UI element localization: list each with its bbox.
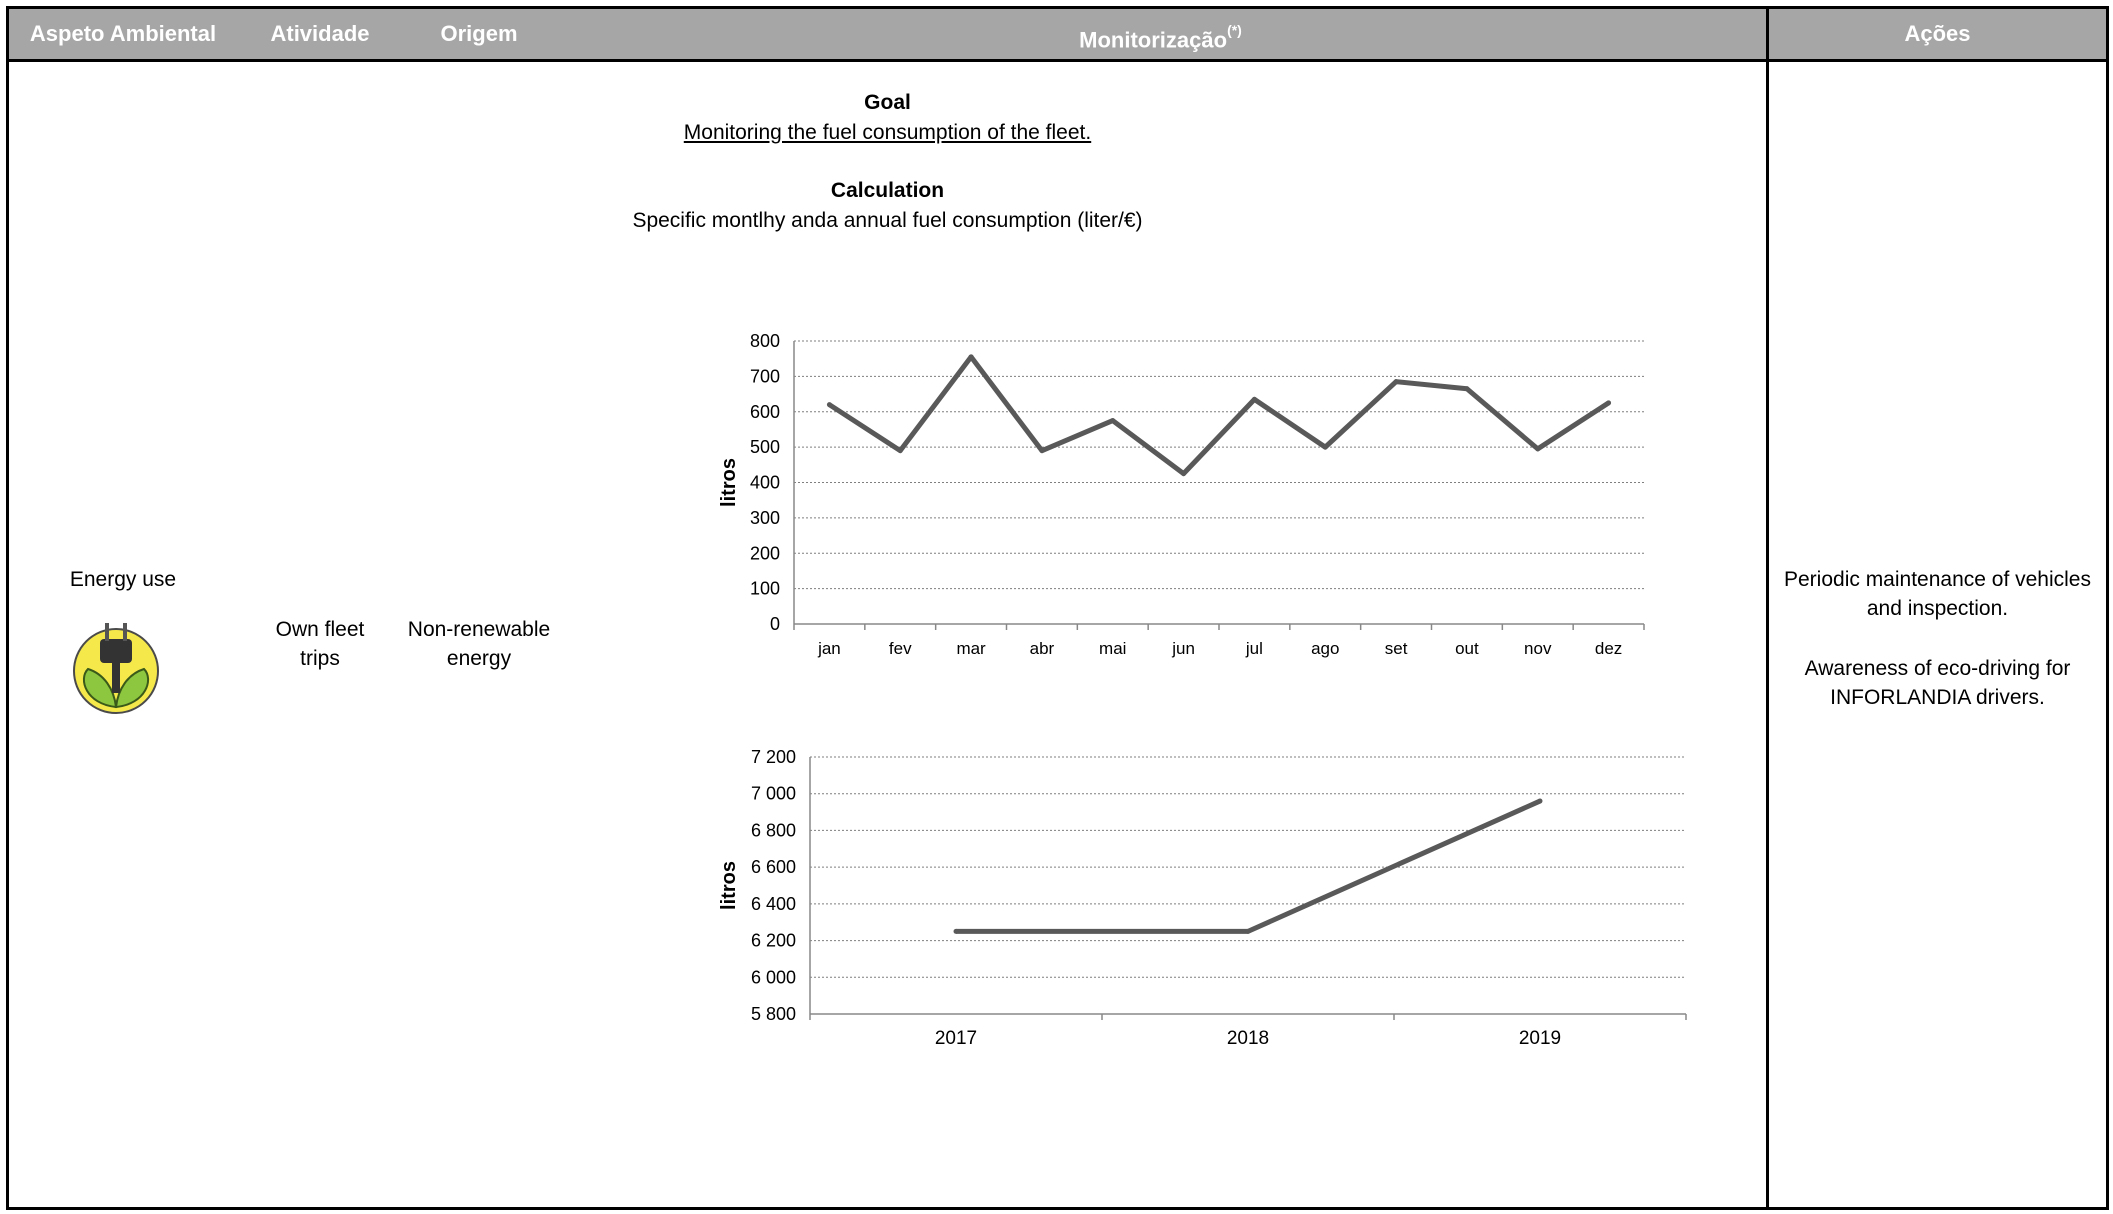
monthly-x-tick-label: ago [1311,639,1339,658]
activity-label: Own fleet trips [275,618,365,670]
monthly-x-tick-label: jul [1245,639,1263,658]
header-activity: Atividade [270,21,370,46]
monthly-fuel-chart: 0 100 200 300 400 500 600 700 800 jan fev mar abr mai… [718,331,1645,658]
annual-y-tick-label: 7 200 [751,747,796,767]
table-header: Aspeto Ambiental Atividade Origem Monito… [9,9,2106,62]
annual-x-tick-label: 2018 [1227,1028,1269,1049]
annual-y-tick-label: 6 600 [751,857,796,877]
annual-y-tick-label: 6 000 [751,967,796,987]
header-actions: Ações [1904,21,1971,46]
header-origin: Origem [440,21,518,46]
action-eco-driving: Awareness of eco-driving for INFORLANDIA… [1804,657,2071,709]
monthly-y-tick-label: 300 [750,508,780,528]
monthly-y-tick-label: 400 [750,473,780,493]
origin-label: Non-renewable energy [407,618,551,670]
action-maintenance: Periodic maintenance of vehicles and ins… [1783,568,2091,620]
annual-y-axis-label: litros [718,861,740,910]
monthly-data-point [968,354,974,360]
annual-data-point [1245,928,1251,934]
monthly-y-tick-label: 200 [750,543,780,563]
monthly-y-tick-label: 100 [750,579,780,599]
monthly-data-point [1606,400,1612,406]
annual-data-point [953,928,959,934]
annual-y-tick-label: 7 000 [751,784,796,804]
environment-table: Aspeto Ambiental Atividade Origem Monito… [6,6,2109,1210]
annual-x-tick-label: 2019 [1519,1028,1561,1049]
annual-y-tick-label: 6 800 [751,820,796,840]
monthly-x-tick-label: mar [956,639,986,658]
monthly-x-tick-label: out [1455,639,1479,658]
annual-y-tick-label: 6 400 [751,894,796,914]
monthly-data-point [1535,446,1541,452]
monthly-data-point [1181,471,1187,477]
monthly-data-point [1322,444,1328,450]
monthly-data-point [1464,386,1470,392]
goal-title: Goal [864,91,911,114]
aspect-label: Energy use [69,568,177,591]
plug-leaf-icon [66,619,166,719]
monthly-x-tick-label: nov [1524,639,1552,658]
column-divider [1766,9,1769,1207]
annual-fuel-chart: 5 800 6 000 6 200 6 400 6 600 6 800 7 000 7 200… [718,747,1687,1049]
monthly-y-tick-label: 600 [750,402,780,422]
monthly-data-point [1039,448,1045,454]
monthly-y-axis-label: litros [718,458,740,507]
header-monitoring-note: (*) [1227,22,1242,38]
header-monitoring-label: Monitorização [1079,27,1228,53]
monthly-y-tick-label: 800 [750,331,780,351]
monthly-x-tick-label: fev [889,639,912,658]
monthly-x-tick-label: mai [1099,639,1126,658]
annual-x-tick-label: 2017 [935,1028,977,1049]
header-aspect: Aspeto Ambiental [29,21,217,46]
calc-title: Calculation [830,179,945,202]
monthly-series-line [828,354,1610,477]
monthly-data-point [826,402,832,408]
monthly-x-tick-label: dez [1595,639,1622,658]
header-monitoring: Monitorização(*) [555,9,1766,59]
monthly-y-tick-label: 700 [750,366,780,386]
annual-data-point [1537,798,1543,804]
monthly-data-point [1110,418,1116,424]
monthly-y-tick-label: 0 [770,614,780,634]
annual-y-tick-label: 5 800 [751,1004,796,1024]
monthly-x-tick-label: jun [1171,639,1195,658]
monthly-x-tick-label: jan [817,639,841,658]
annual-series-line [956,798,1542,934]
monthly-data-point [1393,379,1399,385]
monthly-x-tick-label: abr [1030,639,1055,658]
calc-text: Specific montlhy anda annual fuel consum… [632,209,1143,232]
annual-y-tick-label: 6 200 [751,931,796,951]
monthly-y-tick-label: 500 [750,437,780,457]
monthly-data-point [897,448,903,454]
goal-text: Monitoring the fuel consumption of the f… [683,121,1092,144]
monthly-x-tick-label: set [1385,639,1408,658]
monthly-data-point [1251,396,1257,402]
